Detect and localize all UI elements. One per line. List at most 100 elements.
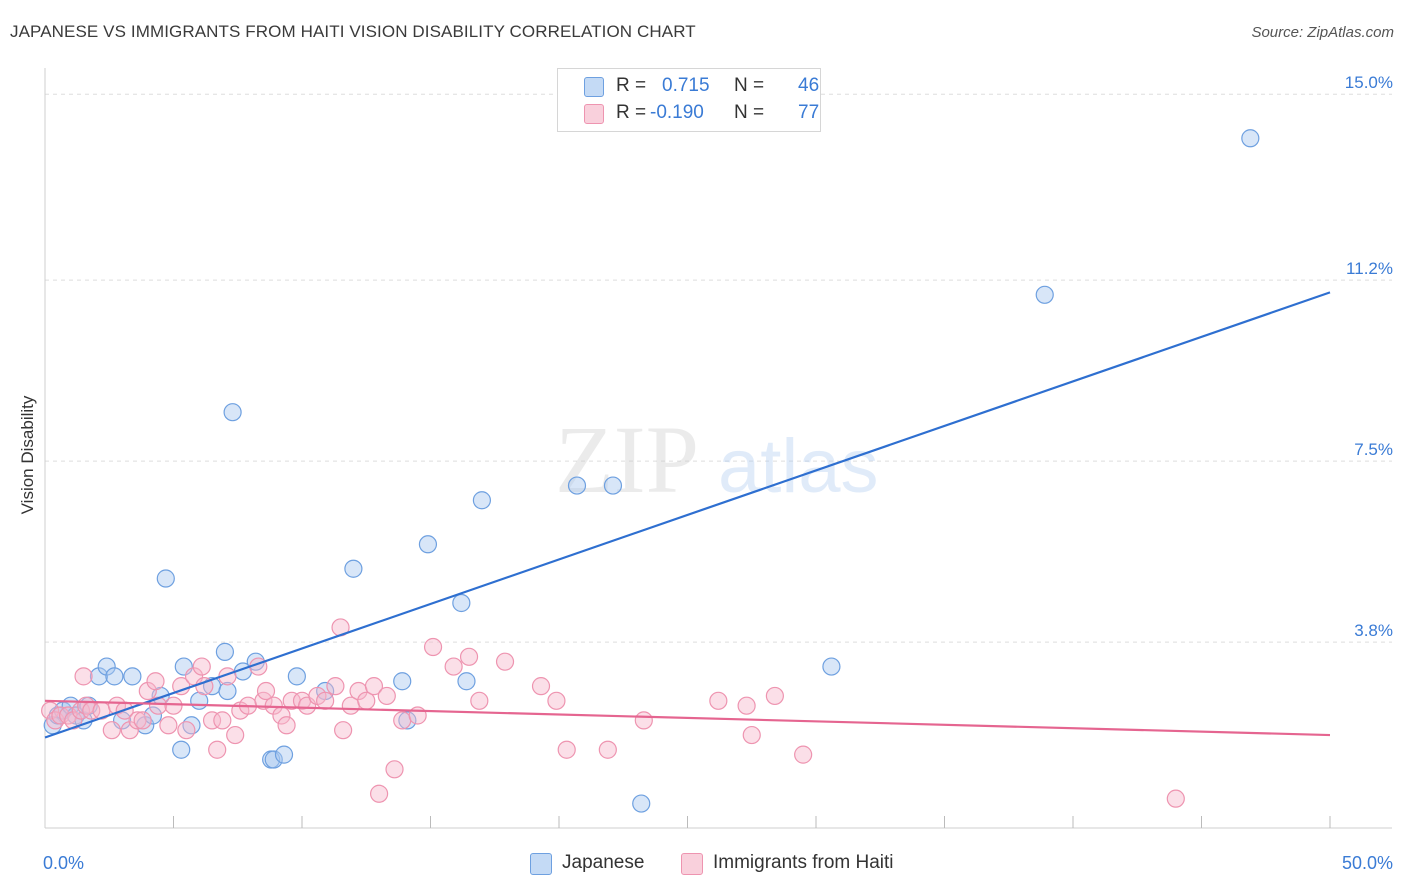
n-label: N =: [734, 102, 765, 123]
legend-label: Immigrants from Haiti: [713, 852, 894, 873]
watermark-zip: ZIP: [555, 406, 699, 513]
haiti-point: [41, 701, 60, 720]
haiti-point: [208, 740, 227, 759]
x-tick-label: 0.0%: [43, 853, 84, 873]
haiti-point: [634, 711, 653, 730]
japanese-point: [344, 559, 363, 578]
haiti-point: [316, 691, 335, 710]
haiti-point: [547, 691, 566, 710]
x-tick-label: 50.0%: [1342, 853, 1393, 873]
gridlines: [45, 93, 1392, 643]
haiti-point: [709, 691, 728, 710]
haiti-trend-line: [44, 699, 1331, 737]
haiti-point: [102, 721, 121, 740]
haiti-point: [364, 677, 384, 696]
japanese-swatch: [530, 853, 552, 875]
y-tick-label: 11.2%: [1346, 259, 1393, 278]
r-label: R =: [616, 102, 647, 123]
haiti-point: [226, 725, 245, 745]
haiti-point: [385, 760, 404, 779]
haiti-point: [326, 677, 345, 696]
japanese-point: [156, 569, 175, 588]
haiti-point: [172, 677, 191, 696]
haiti-point: [202, 711, 222, 730]
haiti-point: [598, 740, 617, 759]
haiti-point: [765, 686, 784, 706]
japanese-point: [274, 745, 294, 764]
haiti-point: [531, 677, 551, 696]
trend-lines: [44, 291, 1331, 739]
haiti-point: [164, 696, 183, 715]
haiti-point: [557, 740, 576, 759]
japanese-point: [603, 476, 623, 495]
japanese-point: [822, 657, 841, 676]
haiti-point: [277, 716, 296, 735]
haiti-point: [393, 711, 412, 730]
r-value: -0.190: [650, 102, 704, 123]
haiti-point: [128, 711, 147, 730]
n-value: 46: [798, 75, 820, 96]
legend-label: Japanese: [562, 852, 645, 873]
japanese-point: [472, 491, 491, 510]
haiti-point: [120, 721, 139, 740]
y-tick-label: 15.0%: [1345, 73, 1393, 92]
haiti-point: [192, 657, 211, 676]
japanese-point: [567, 476, 587, 495]
watermark: ZIP atlas: [555, 406, 879, 513]
n-label: N =: [734, 75, 765, 96]
haiti-point: [444, 657, 463, 676]
source-label: Source: ZipAtlas.com: [1251, 24, 1394, 41]
haiti-point: [1166, 789, 1185, 808]
japanese-point: [287, 667, 306, 686]
y-axis-label: Vision Disability: [18, 395, 37, 515]
japanese-swatch: [584, 77, 604, 97]
japanese-trend-line: [44, 291, 1331, 739]
chart-title: JAPANESE VS IMMIGRANTS FROM HAITI VISION…: [10, 22, 696, 41]
japanese-point: [418, 535, 438, 554]
y-tick-label: 7.5%: [1354, 440, 1393, 459]
r-value: 0.715: [662, 75, 710, 96]
haiti-point: [213, 711, 232, 730]
japanese-point: [1035, 285, 1054, 304]
haiti-point: [74, 667, 93, 686]
haiti-point: [742, 725, 761, 745]
japanese-point: [89, 667, 109, 686]
tick-labels: 3.8% 7.5% 11.2% 15.0% 0.0% 50.0%: [43, 73, 1393, 873]
japanese-point: [1241, 129, 1260, 148]
japanese-point: [123, 667, 142, 686]
japanese-point: [172, 740, 191, 759]
haiti-swatch: [584, 104, 604, 124]
japanese-point: [452, 593, 471, 613]
haiti-point: [64, 711, 83, 730]
japanese-point: [105, 667, 124, 686]
japanese-point: [182, 716, 201, 735]
haiti-point: [159, 716, 178, 735]
haiti-point: [146, 672, 165, 691]
haiti-point: [459, 647, 479, 666]
n-value: 77: [798, 102, 820, 123]
haiti-point: [133, 711, 152, 730]
haiti-point: [377, 686, 396, 706]
haiti-point: [177, 721, 196, 740]
haiti-point: [470, 691, 489, 710]
haiti-point: [423, 637, 443, 657]
japanese-point: [393, 672, 412, 691]
haiti-point: [794, 745, 813, 764]
haiti-point: [256, 681, 276, 701]
haiti-point: [737, 696, 756, 715]
haiti-point: [334, 721, 353, 740]
correlation-legend: R = 0.715 N = 46 R = -0.190 N = 77: [557, 68, 821, 132]
haiti-swatch: [681, 853, 703, 875]
japanese-point: [632, 794, 651, 813]
japanese-point: [398, 711, 417, 730]
japanese-point: [218, 681, 237, 701]
japanese-point: [215, 642, 234, 661]
japanese-point: [264, 750, 283, 769]
japanese-point: [223, 403, 242, 422]
r-label: R =: [616, 75, 647, 96]
haiti-point: [138, 681, 157, 701]
haiti-point: [495, 652, 515, 671]
japanese-point: [457, 672, 476, 691]
haiti-point: [370, 784, 389, 803]
